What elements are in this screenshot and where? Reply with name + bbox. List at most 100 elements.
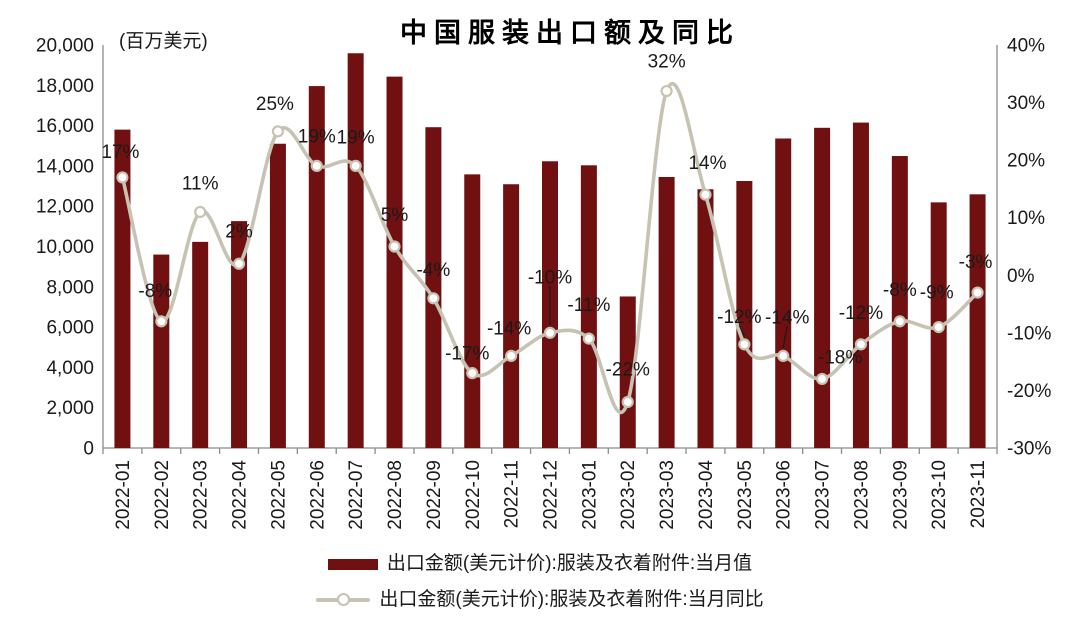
left-axis-tick-label: 12,000 <box>36 197 94 218</box>
x-axis-label: 2023-02 <box>618 460 639 530</box>
marker-2023-08 <box>854 338 868 351</box>
right-axis-tick-label: 20% <box>1007 151 1045 172</box>
marker-2023-02 <box>621 395 634 409</box>
point-label-2023-10: -9% <box>920 283 954 304</box>
x-axis-label: 2022-02 <box>152 460 173 530</box>
marker-2022-12 <box>543 326 557 339</box>
point-labels: 17%-8%11%2%25%19% 19%5%-4%-17%-14%-10%-11… <box>101 52 993 409</box>
bar-2022-04 <box>231 221 248 448</box>
right-axis-tick-label: -20% <box>1007 381 1051 402</box>
x-axis-label: 2023-10 <box>929 460 950 530</box>
point-label-2022-08: 5% <box>381 205 409 226</box>
bar-2022-02 <box>153 254 170 448</box>
marker-2023-03 <box>660 84 673 98</box>
bar-2023-05 <box>736 181 753 448</box>
legend-item-line: 出口金额(美元计价):服装及衣着附件:当月同比 <box>316 587 764 614</box>
left-axis-tick-label: 20,000 <box>36 36 94 57</box>
bar-2023-11 <box>969 194 986 448</box>
chart-title: 中国服装出口额及同比 <box>400 18 740 48</box>
point-label-2022-04: 2% <box>225 221 253 242</box>
marker-2023-07 <box>815 372 829 386</box>
point-label-2023-05: -12% <box>717 307 761 328</box>
x-axis-label: 2023-09 <box>890 460 911 530</box>
x-axis-label: 2023-08 <box>851 460 872 530</box>
label-leader-line <box>738 325 745 337</box>
marker-2023-05 <box>738 338 751 351</box>
bar-2023-07 <box>814 127 831 448</box>
marker-2023-06 <box>777 349 790 362</box>
bar-2023-06 <box>775 138 792 448</box>
x-axis-label: 2022-09 <box>424 460 445 530</box>
marker-2023-01 <box>582 332 595 345</box>
x-axis-label: 2022-04 <box>230 460 251 530</box>
marker-2022-08 <box>388 240 401 253</box>
point-label-2023-04: 14% <box>688 153 726 174</box>
marker-2022-10 <box>466 367 479 380</box>
bar-2022-08 <box>386 76 403 448</box>
x-axis-label: 2022-06 <box>307 460 328 530</box>
right-axis-tick-label: -30% <box>1007 439 1051 460</box>
marker-2023-04 <box>699 188 712 201</box>
x-axis-label: 2022-07 <box>346 460 367 530</box>
x-axis-label: 2022-03 <box>191 460 212 530</box>
marker-2022-07 <box>349 159 362 172</box>
marker-2022-06 <box>310 159 323 172</box>
point-label-2023-03: 32% <box>648 52 686 73</box>
x-axis-label: 2022-05 <box>268 460 289 530</box>
bars-series <box>114 53 986 449</box>
marker-2023-11 <box>971 286 984 299</box>
bar-2022-05 <box>269 143 286 449</box>
left-axis-tick-label: 18,000 <box>36 76 94 97</box>
bar-2022-10 <box>464 174 481 448</box>
label-leader-line <box>782 325 788 348</box>
bar-2022-01 <box>114 129 131 448</box>
marker-2022-05 <box>271 125 285 138</box>
bar-2023-09 <box>891 156 908 449</box>
point-label-2022-05: 25% <box>256 94 294 115</box>
point-label-2023-09: -8% <box>883 280 917 301</box>
marker-2022-09 <box>427 292 440 305</box>
x-axis-label: 2022-08 <box>385 460 406 530</box>
point-label-2023-01: -11% <box>567 295 610 316</box>
bar-2022-07 <box>347 53 364 448</box>
marker-2023-10 <box>932 321 945 334</box>
bar-2023-03 <box>658 176 675 449</box>
left-axis-tick-label: 4,000 <box>46 358 94 379</box>
point-label-2023-08: -12% <box>839 303 883 324</box>
x-axis-label: 2023-07 <box>813 460 834 530</box>
x-axis-label: 2022-11 <box>502 460 523 528</box>
left-axis-tick-label: 8,000 <box>46 277 94 298</box>
right-axis-tick-label: 10% <box>1007 208 1045 229</box>
point-label-2022-11: -14% <box>487 318 531 339</box>
left-axis-tick-label: 2,000 <box>46 398 94 419</box>
x-axis-label: 2023-11 <box>968 460 989 528</box>
bar-swatch-icon <box>327 558 378 570</box>
legend: 出口金额(美元计价):服装及衣着附件:当月值 出口金额(美元计价):服装及衣着附… <box>0 551 1080 613</box>
x-axis-label: 2022-12 <box>541 460 562 530</box>
x-axis-label: 2023-06 <box>774 460 795 530</box>
marker-2022-02 <box>155 315 168 328</box>
line-swatch-icon <box>316 593 371 607</box>
left-axis-tick-label: 0 <box>83 439 94 460</box>
point-label-2023-11: -3% <box>959 252 993 273</box>
bar-2023-08 <box>852 122 869 448</box>
bar-2022-11 <box>503 184 520 448</box>
marker-2022-04 <box>232 257 246 270</box>
x-axis-label: 2023-05 <box>735 460 756 530</box>
legend-item-bar: 出口金额(美元计价):服装及衣着附件:当月值 <box>327 551 753 578</box>
legend-line-label: 出口金额(美元计价):服装及衣着附件:当月同比 <box>379 588 764 610</box>
bar-2023-01 <box>580 165 597 448</box>
point-label-2022-10: -17% <box>445 344 489 365</box>
bar-2022-03 <box>192 241 209 448</box>
legend-bar-label: 出口金额(美元计价):服装及衣着附件:当月值 <box>386 553 753 574</box>
right-axis-tick-label: -10% <box>1007 323 1051 344</box>
point-label-2022-01: 17% <box>101 142 139 163</box>
left-axis-tick-label: 14,000 <box>36 156 94 177</box>
x-axis-label: 2023-03 <box>657 460 678 530</box>
bar-2022-06 <box>308 86 325 448</box>
point-label-2022-07: 19% <box>337 127 375 148</box>
x-axis-label: 2023-01 <box>579 460 600 530</box>
marker-2022-11 <box>505 349 518 362</box>
